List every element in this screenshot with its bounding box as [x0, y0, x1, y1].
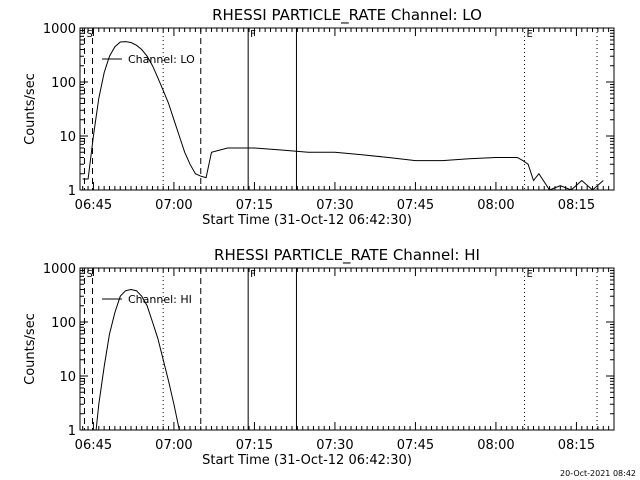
x-tick-label: 07:15	[236, 198, 273, 213]
footer-timestamp: 20-Oct-2021 08:42	[560, 469, 636, 478]
event-marker-label: F	[250, 29, 256, 40]
y-tick-label: 1	[68, 424, 76, 439]
x-axis-label: Start Time (31-Oct-12 06:42:30)	[202, 213, 412, 228]
y-tick-label: 10	[59, 130, 76, 145]
event-marker-label: F	[250, 269, 256, 280]
x-axis-label: Start Time (31-Oct-12 06:42:30)	[202, 453, 412, 468]
x-tick-label: 07:45	[397, 438, 434, 453]
chart-title: RHESSI PARTICLE_RATE Channel: LO	[212, 6, 482, 25]
y-tick-label: 1000	[43, 262, 76, 277]
legend-label: Channel: HI	[128, 293, 192, 306]
y-tick-label: 1000	[43, 22, 76, 37]
series-line	[82, 41, 604, 191]
event-marker-label: S	[86, 29, 92, 40]
plot-frame	[79, 27, 615, 191]
y-tick-label: 100	[51, 76, 76, 91]
x-tick-label: 07:00	[155, 198, 192, 213]
legend-label: Channel: LO	[128, 53, 195, 66]
x-tick-label: 08:15	[558, 438, 595, 453]
x-tick-label: 08:15	[558, 198, 595, 213]
y-axis-label: Counts/sec	[23, 73, 38, 145]
event-marker-label: E	[527, 269, 533, 280]
y-axis-label: Counts/sec	[23, 313, 38, 385]
x-tick-label: 06:45	[75, 438, 112, 453]
x-tick-label: 07:30	[316, 438, 353, 453]
plot-frame	[79, 267, 615, 431]
x-tick-label: 07:45	[397, 198, 434, 213]
x-tick-label: 07:30	[316, 198, 353, 213]
x-tick-label: 06:45	[75, 198, 112, 213]
y-tick-label: 1	[68, 184, 76, 199]
event-marker-label: E	[527, 29, 533, 40]
y-tick-label: 100	[51, 316, 76, 331]
x-tick-label: 07:00	[155, 438, 192, 453]
x-tick-label: 08:00	[477, 198, 514, 213]
y-tick-label: 10	[59, 370, 76, 385]
chart-title: RHESSI PARTICLE_RATE Channel: HI	[214, 246, 480, 265]
event-marker-label: S	[86, 269, 92, 280]
x-tick-label: 07:15	[236, 438, 273, 453]
series-line	[95, 288, 180, 431]
x-tick-label: 08:00	[477, 438, 514, 453]
